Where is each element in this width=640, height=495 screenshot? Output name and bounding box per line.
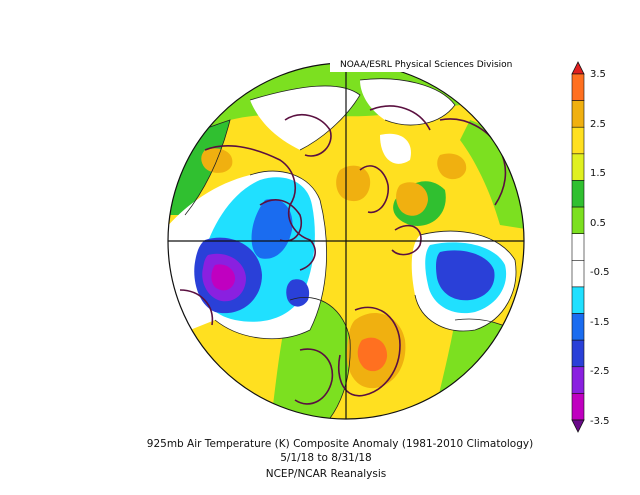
anomaly-region — [437, 153, 467, 180]
anomaly-region — [336, 165, 371, 202]
colorbar-tick: -3.5 — [590, 416, 610, 427]
anomaly-region — [250, 85, 360, 150]
colorbar-segment — [571, 126, 585, 155]
anomaly-region — [251, 199, 293, 259]
colorbar-tick: -0.5 — [590, 267, 610, 278]
colorbar-segment — [571, 393, 585, 421]
colorbar-segment — [571, 260, 585, 288]
colorbar-arrow-bottom — [571, 419, 585, 433]
colorbar-segment — [571, 153, 585, 181]
anomaly-region — [286, 279, 310, 307]
contour-lines — [168, 78, 524, 419]
colorbar-segment — [571, 180, 585, 208]
colorbar-tick: 2.5 — [590, 119, 606, 130]
colorbar-tick: 3.5 — [590, 69, 606, 80]
caption-title: 925mb Air Temperature (K) Composite Anom… — [146, 438, 534, 450]
colorbar-tick: -2.5 — [590, 366, 610, 377]
colorbar-arrow-top — [571, 61, 585, 75]
colorbar-segment — [571, 233, 585, 261]
caption-dates: 5/1/18 to 8/31/18 — [280, 452, 372, 464]
colorbar-segment — [571, 313, 585, 341]
anomaly-region — [360, 78, 455, 125]
colorbar-segment — [571, 100, 585, 128]
colorbar-tick: -1.5 — [590, 317, 610, 328]
coastlines — [179, 105, 507, 405]
anomaly-region — [357, 337, 388, 372]
colorbar — [571, 61, 585, 433]
colorbar-segment — [571, 73, 585, 101]
anomaly-region — [380, 133, 411, 164]
anomaly-region — [460, 120, 524, 230]
colorbar-tick: 0.5 — [590, 218, 606, 229]
colorbar-segment — [571, 286, 585, 314]
anomaly-region — [436, 250, 495, 301]
credit-label: NOAA/ESRL Physical Sciences Division — [330, 58, 526, 72]
colorbar-segment — [571, 206, 585, 234]
colorbar-segment — [571, 339, 585, 368]
anomaly-region — [396, 182, 428, 216]
caption-source: NCEP/NCAR Reanalysis — [265, 468, 387, 480]
anomaly-region — [211, 264, 236, 291]
colorbar-segment — [571, 366, 585, 394]
colorbar-tick: 1.5 — [590, 168, 606, 179]
